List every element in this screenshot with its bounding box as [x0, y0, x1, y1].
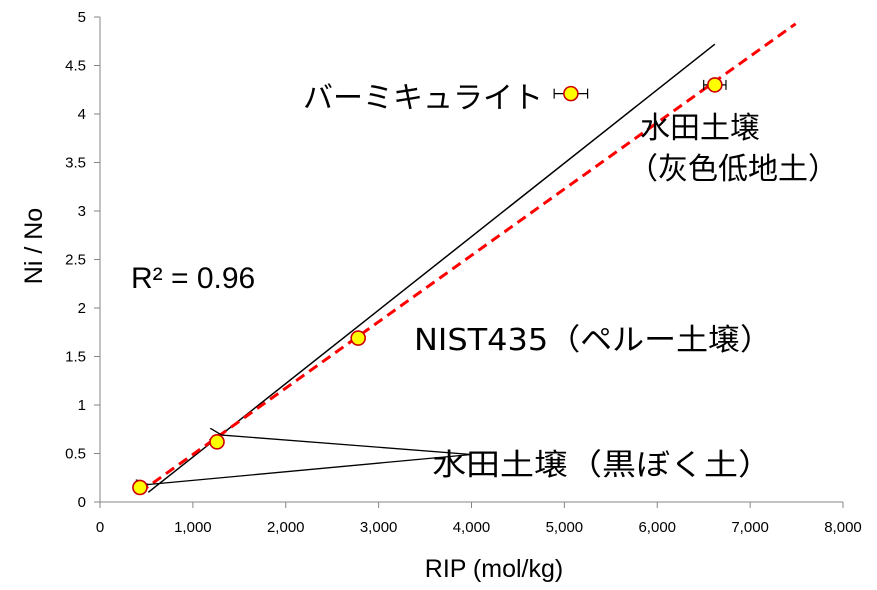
- annotation-arrow: [222, 435, 472, 456]
- x-tick-label: 1,000: [174, 519, 212, 536]
- nist435-label: NIST435（ペルー土壌）: [414, 323, 772, 358]
- x-axis-title: RIP (mol/kg): [425, 555, 563, 583]
- y-tick-label: 0.5: [65, 446, 86, 463]
- data-points: [132, 77, 727, 496]
- data-point: [350, 330, 366, 346]
- paddy-soil-andosol-label: 水田土壌（黒ぼく土）: [432, 448, 772, 483]
- x-tick-label: 2,000: [267, 519, 305, 536]
- x-tick-label: 5,000: [546, 519, 584, 536]
- x-tick-label: 3,000: [360, 519, 398, 536]
- paddy-soil-gray-sub-label: （灰色低地土）: [628, 152, 838, 187]
- annotation-arrow: [148, 453, 472, 484]
- y-tick-label: 3.5: [65, 155, 86, 172]
- x-tick-label: 6,000: [638, 519, 676, 536]
- annotation-arrows: [148, 435, 472, 484]
- data-point: [209, 434, 225, 450]
- x-tick-label: 7,000: [731, 519, 769, 536]
- paddy-soil-gray-label: 水田土壌: [640, 111, 760, 146]
- y-tick-label: 2.5: [65, 252, 86, 269]
- y-axis-title: Ni / No: [20, 208, 48, 284]
- y-tick-label: 4.5: [65, 58, 86, 75]
- y-tick-label: 5: [78, 9, 86, 26]
- trendline-dashed: [139, 22, 797, 494]
- x-tick-label: 0: [96, 519, 104, 536]
- x-tick-label: 8,000: [824, 519, 862, 536]
- vermiculite-label: バーミキュライト: [303, 81, 543, 116]
- trendline-solid: [147, 43, 716, 493]
- fit-lines: [139, 22, 797, 494]
- y-tick-label: 0: [78, 494, 86, 511]
- y-tick-label: 4: [78, 106, 86, 123]
- y-tick-label: 1.5: [65, 349, 86, 366]
- data-point: [132, 479, 148, 496]
- data-point: [563, 85, 579, 102]
- r-squared-label: R² = 0.96: [131, 262, 255, 295]
- y-tick-label: 2: [78, 300, 86, 317]
- y-tick-label: 3: [78, 203, 86, 220]
- x-ticks: 0 1,000 2,000 3,000 4,000 5,000 6,000 7,000 8,00…: [96, 502, 862, 536]
- y-ticks: 0 0.5 1 1.5 2 2.5 3 3.5 4 4.5 5: [65, 9, 100, 511]
- x-tick-label: 4,000: [453, 519, 491, 536]
- data-point: [707, 77, 723, 93]
- y-tick-label: 1: [78, 397, 86, 414]
